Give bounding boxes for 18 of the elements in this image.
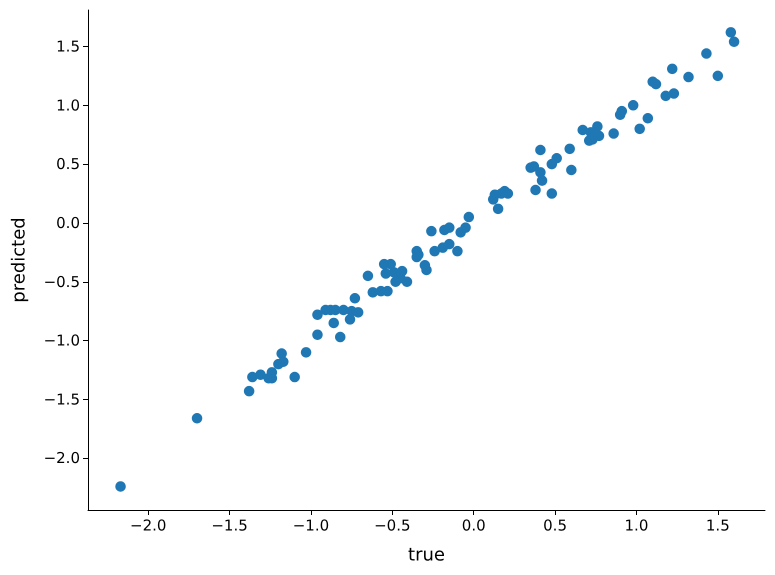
y-axis-title: predicted [8, 217, 30, 303]
x-tick-label: 0.0 [462, 516, 486, 534]
y-tick-label: −1.5 [44, 390, 80, 408]
x-tick-label: 1.0 [624, 516, 648, 534]
y-tick-label: 0.0 [56, 214, 80, 232]
x-axis-title: true [408, 544, 445, 566]
x-tick-label: −2.0 [130, 516, 166, 534]
y-tick-label: 1.5 [56, 37, 80, 56]
x-tick-label: 1.5 [706, 516, 730, 534]
x-tick-label: −1.5 [211, 516, 248, 534]
y-tick-label: 0.5 [56, 155, 80, 174]
y-tick-label: 1.0 [56, 96, 80, 114]
y-tick-label: −2.0 [44, 449, 80, 468]
x-tick-label: −0.5 [374, 516, 411, 534]
x-tick-label: −1.0 [292, 516, 330, 534]
y-tick-label: −1.0 [44, 332, 80, 350]
y-tick-label: −0.5 [44, 272, 80, 291]
x-tick-label: 0.5 [543, 516, 567, 534]
